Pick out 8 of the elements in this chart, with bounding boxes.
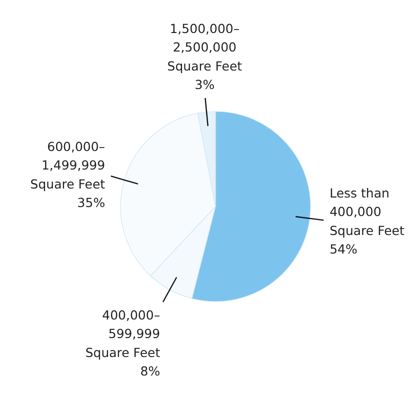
slice-label: 1,500,000– 2,500,000 Square Feet (167, 20, 242, 74)
data-label: 35% (77, 195, 106, 210)
slice-label: 600,000– 1,499,999 Square Feet (30, 138, 106, 192)
data-label: 8% (140, 364, 160, 379)
data-label: 54% (330, 242, 358, 257)
slice-label: Less than 400,000 Square Feet (330, 185, 404, 238)
slice-label: 400,000– 599,999 Square Feet (85, 307, 160, 360)
data-label: 3% (194, 77, 215, 92)
